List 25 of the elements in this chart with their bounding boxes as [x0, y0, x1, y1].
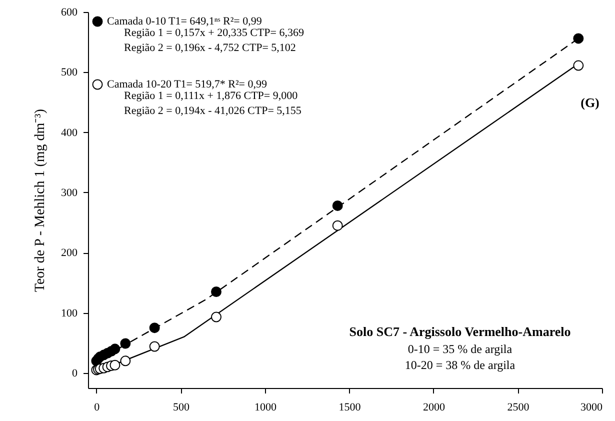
annotation: Solo SC7 - Argissolo Vermelho-Amarelo: [349, 324, 571, 339]
y-tick-label: 200: [61, 247, 78, 260]
y-axis-title: Teor de P - Mehlich 1 (mg dm⁻³): [33, 108, 48, 292]
x-tick-label: 2500: [507, 402, 530, 414]
legend-label: Camada 10-20 T1= 519,7* R²= 0,99: [107, 78, 268, 90]
x-tick-label: 0: [94, 402, 100, 414]
y-tick-label: 500: [61, 66, 78, 79]
annotation: 10-20 = 38 % de argila: [404, 358, 516, 372]
x-tick-label: 500: [172, 402, 190, 414]
x-tick-label: 3000: [580, 402, 603, 414]
x-tick-label: 1000: [254, 402, 277, 414]
annotation: Região 2 = 0,196x - 4,752 CTP= 5,102: [124, 42, 296, 54]
x-tick-label: 2000: [422, 402, 446, 414]
y-tick-label: 0: [72, 367, 78, 380]
annotation: Região 2 = 0,194x - 41,026 CTP= 5,155: [124, 105, 302, 117]
annotation: (G): [580, 95, 600, 110]
annotation: 0-10 = 35 % de argila: [408, 342, 513, 356]
annotation: Região 1 = 0,111x + 1,876 CTP= 9,000: [124, 90, 298, 102]
y-tick-label: 400: [61, 126, 78, 139]
x-tick-label: 1500: [338, 402, 362, 414]
legend-label: Camada 0-10 T1= 649,1ⁿˢ R²= 0,99: [107, 16, 262, 28]
y-tick-label: 100: [61, 307, 78, 320]
y-tick-label: 300: [61, 186, 78, 199]
y-tick-label: 600: [61, 6, 78, 18]
annotation: Região 1 = 0,157x + 20,335 CTP= 6,369: [124, 27, 304, 39]
